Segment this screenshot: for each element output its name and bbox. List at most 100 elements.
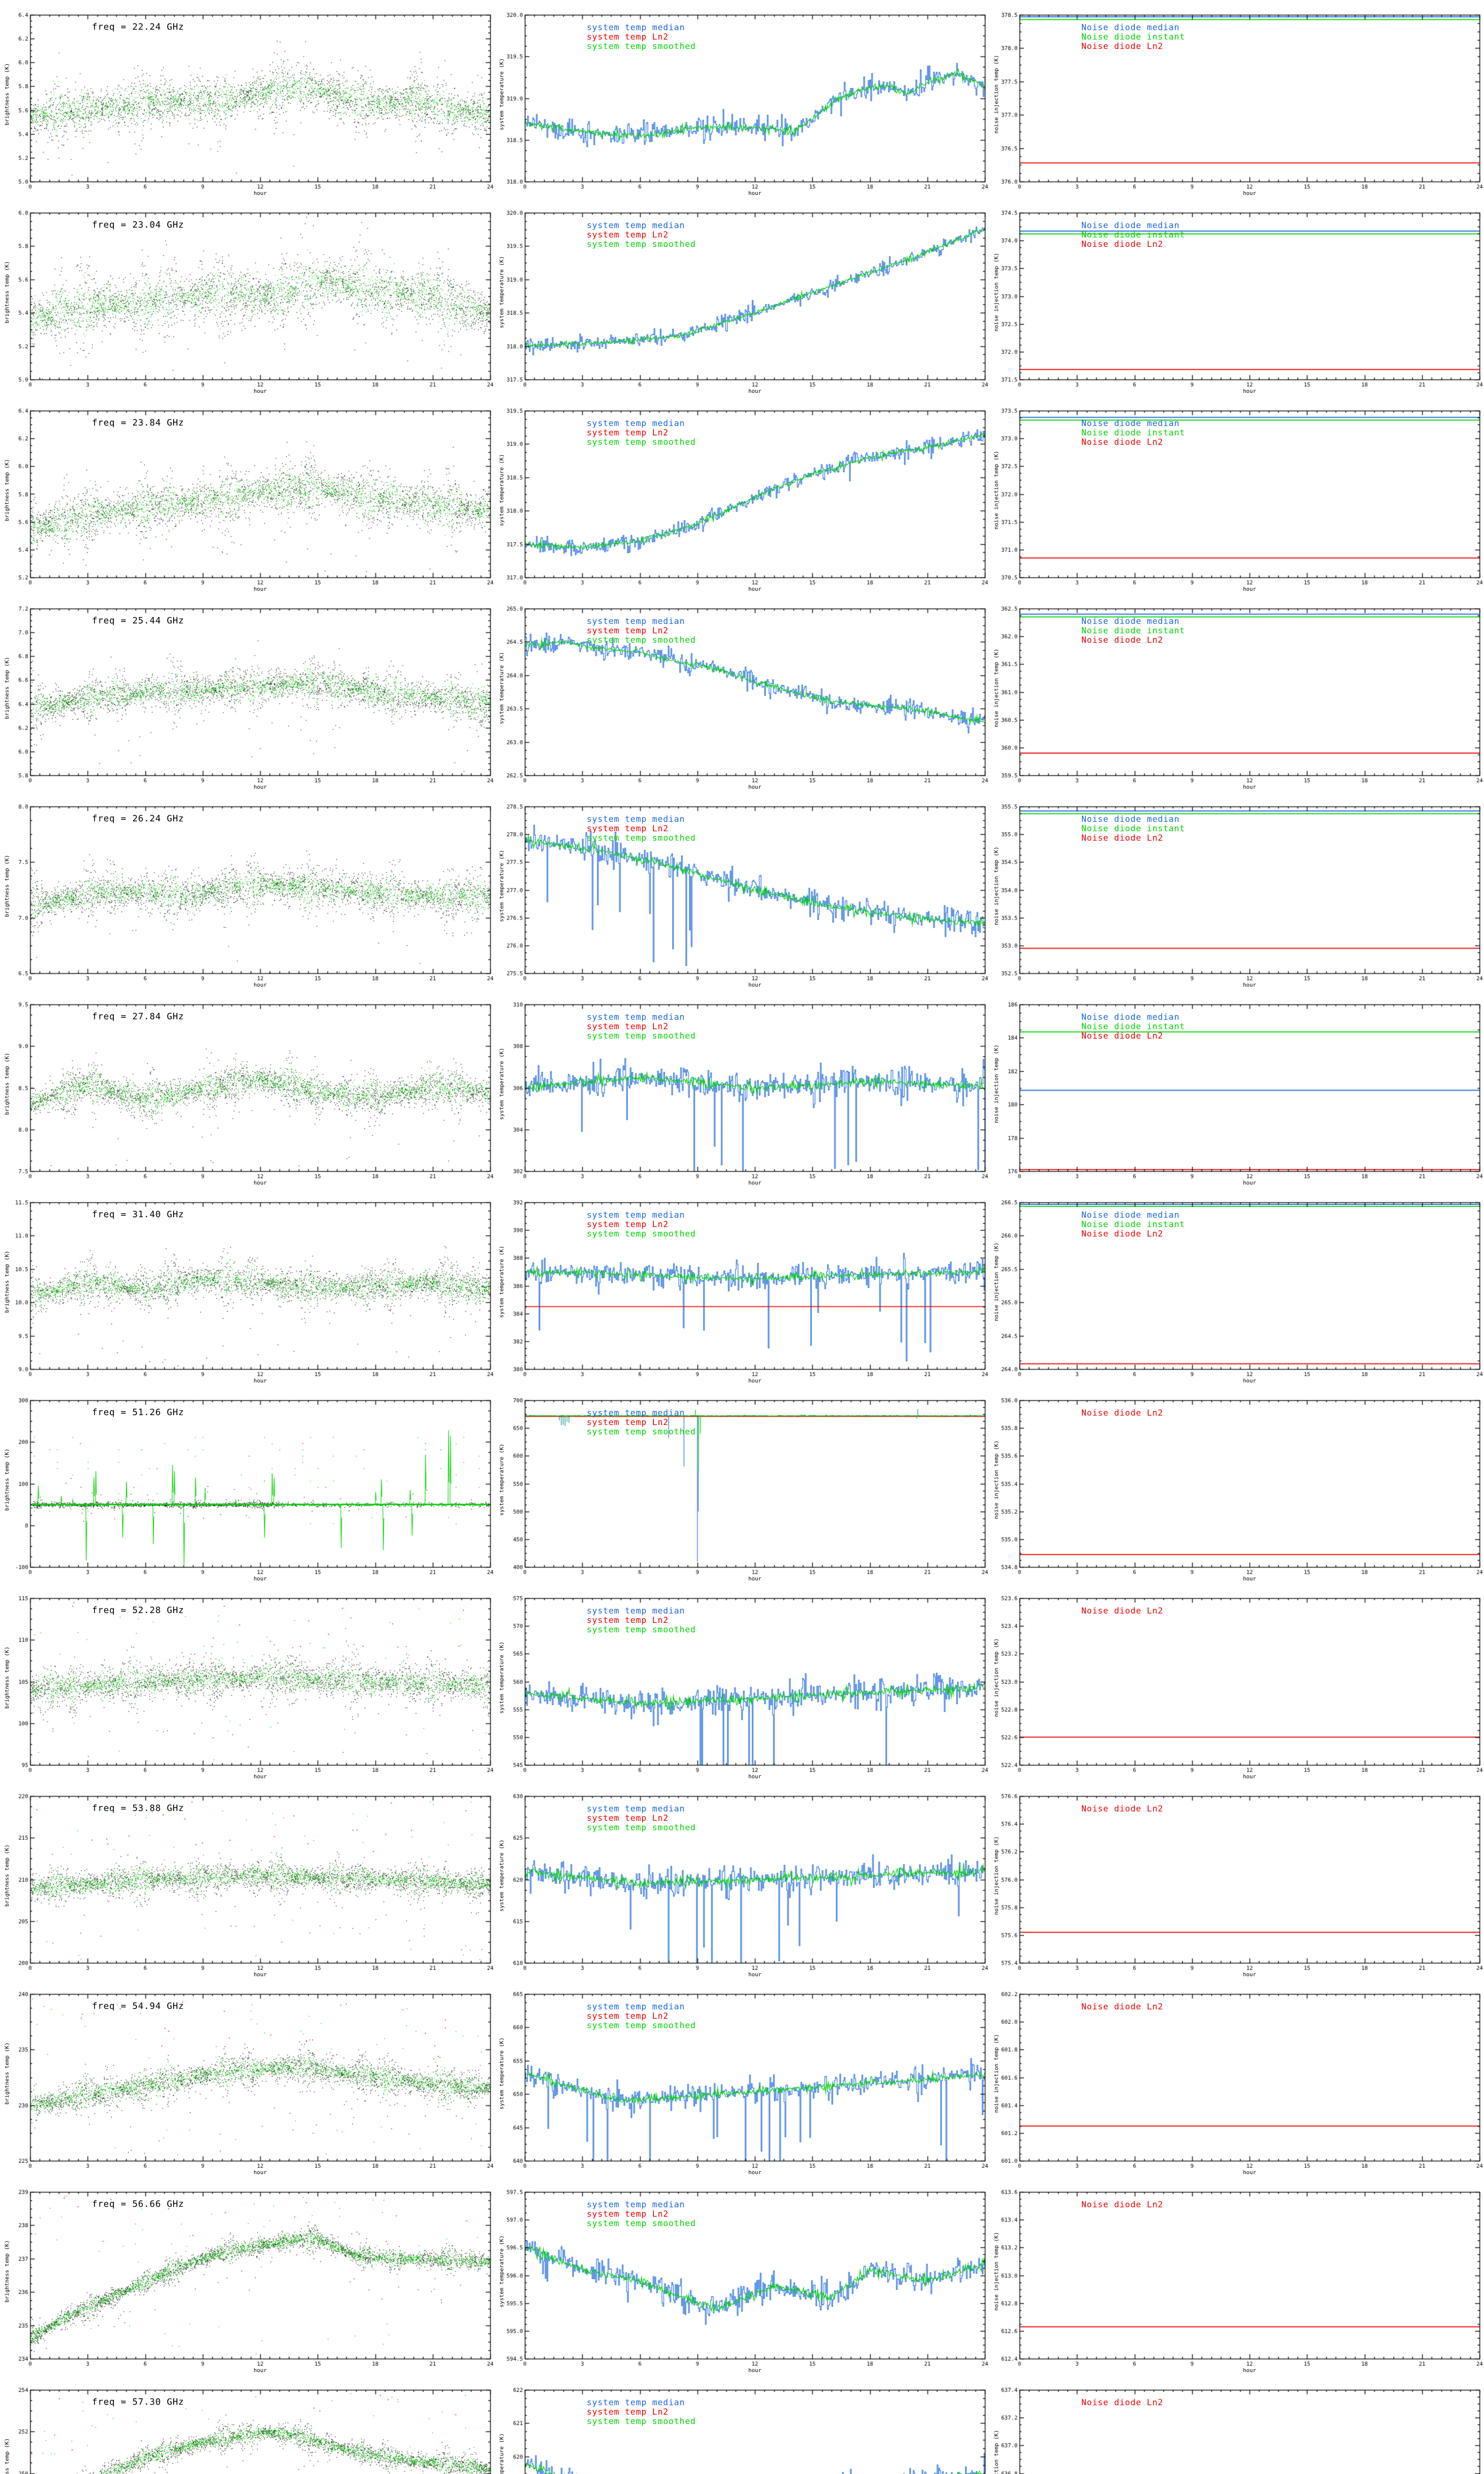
legend-entry-green: system temp smoothed xyxy=(587,2021,696,2031)
legend-entry-red: system temp Ln2 xyxy=(587,1022,669,1032)
plot-canvas-right xyxy=(989,990,1484,1188)
legend-entry-blue: system temp median xyxy=(587,221,685,231)
legend-entry-blue: system temp median xyxy=(587,1408,685,1418)
legend-entry-green: Noise diode instant xyxy=(1081,1220,1185,1230)
legend-entry-red: Noise diode Ln2 xyxy=(1081,437,1163,447)
x-axis-label: hour xyxy=(748,2169,762,2176)
y-axis-label: brightness temp (K) xyxy=(3,1250,10,1313)
y-axis-label: system temperature (K) xyxy=(498,1641,505,1714)
x-axis-label: hour xyxy=(253,1773,267,1780)
legend-entry-red: system temp Ln2 xyxy=(587,32,669,42)
plot-cell-row12-left: brightness temp (K) hour freq = 56.66 GHz xyxy=(0,2177,495,2375)
y-axis-label: brightness temp (K) xyxy=(3,2438,10,2474)
plot-canvas-left xyxy=(0,594,495,792)
legend-entry-red: system temp Ln2 xyxy=(587,1813,669,1823)
legend-entry-blue: system temp median xyxy=(587,1804,685,1814)
legend-entry-red: Noise diode Ln2 xyxy=(1081,635,1163,645)
plot-canvas-mid xyxy=(495,1385,989,1583)
y-axis-label: system temperature (K) xyxy=(498,454,505,526)
freq-label: freq = 52.28 GHz xyxy=(92,1605,185,1616)
legend-entry-blue: Noise diode median xyxy=(1081,23,1180,33)
plot-cell-row6-left: brightness temp (K) hour freq = 27.84 GHz xyxy=(0,990,495,1188)
plot-canvas-right xyxy=(989,0,1484,198)
y-axis-label: system temperature (K) xyxy=(498,652,505,724)
legend-entry-blue: Noise diode median xyxy=(1081,221,1180,231)
plot-canvas-mid xyxy=(495,1979,989,2177)
legend-entry-blue: system temp median xyxy=(587,1210,685,1220)
legend-entry-blue: Noise diode median xyxy=(1081,617,1180,626)
plot-canvas-left xyxy=(0,2177,495,2375)
freq-label: freq = 23.04 GHz xyxy=(92,220,185,230)
x-axis-label: hour xyxy=(253,2367,267,2374)
legend-entry-red: system temp Ln2 xyxy=(587,626,669,636)
plot-canvas-right xyxy=(989,1583,1484,1781)
plot-cell-row2-left: brightness temp (K) hour freq = 23.04 GHz xyxy=(0,198,495,396)
legend-entry-green: system temp smoothed xyxy=(587,437,696,447)
x-axis-label: hour xyxy=(1243,586,1256,592)
plot-canvas-mid xyxy=(495,2375,989,2474)
legend-entry-green: system temp smoothed xyxy=(587,1823,696,1833)
legend-entry-blue: system temp median xyxy=(587,419,685,428)
y-axis-label: noise injection temp (K) xyxy=(993,253,1000,332)
x-axis-label: hour xyxy=(1243,982,1256,988)
plot-cell-row1-mid: system temperature (K) hour system temp me… xyxy=(495,0,989,198)
legend-entry-red: Noise diode Ln2 xyxy=(1081,1031,1163,1041)
freq-label: freq = 54.94 GHz xyxy=(92,2001,185,2011)
legend-entry-green: system temp smoothed xyxy=(587,239,696,249)
plot-cell-row2-mid: system temperature (K) hour system temp me… xyxy=(495,198,989,396)
y-axis-label: brightness temp (K) xyxy=(3,855,10,917)
plot-cell-row2-right: noise injection temp (K) hour Noise diode … xyxy=(989,198,1484,396)
x-axis-label: hour xyxy=(748,2367,762,2374)
y-axis-label: noise injection temp (K) xyxy=(993,1242,1000,1321)
plot-canvas-right xyxy=(989,198,1484,396)
plot-cell-row3-left: brightness temp (K) hour freq = 23.84 GHz xyxy=(0,396,495,594)
legend-entry-red: Noise diode Ln2 xyxy=(1081,1606,1163,1616)
y-axis-label: brightness temp (K) xyxy=(3,1844,10,1907)
plot-cell-row11-mid: system temperature (K) hour system temp me… xyxy=(495,1979,989,2177)
plot-cell-row8-left: brightness temp (K) hour freq = 51.26 GHz xyxy=(0,1385,495,1583)
legend-entry-blue: Noise diode median xyxy=(1081,814,1180,824)
legend-entry-blue: system temp median xyxy=(587,2200,685,2210)
y-axis-label: noise injection temp (K) xyxy=(993,55,1000,134)
plot-canvas-left xyxy=(0,1583,495,1781)
legend-entry-green: Noise diode instant xyxy=(1081,32,1185,42)
x-axis-label: hour xyxy=(748,1971,762,1978)
freq-label: freq = 22.24 GHz xyxy=(92,22,185,32)
legend-entry-blue: system temp median xyxy=(587,1012,685,1022)
legend-entry-green: system temp smoothed xyxy=(587,1427,696,1437)
plot-canvas-right xyxy=(989,2177,1484,2375)
y-axis-label: brightness temp (K) xyxy=(3,1448,10,1511)
legend-entry-red: system temp Ln2 xyxy=(587,824,669,834)
plot-cell-row5-left: brightness temp (K) hour freq = 26.24 GHz xyxy=(0,792,495,990)
x-axis-label: hour xyxy=(253,586,267,592)
x-axis-label: hour xyxy=(1243,1773,1256,1780)
x-axis-label: hour xyxy=(1243,2169,1256,2176)
legend-entry-green: Noise diode instant xyxy=(1081,626,1185,636)
legend-entry-green: system temp smoothed xyxy=(587,2219,696,2229)
plot-cell-row12-right: noise injection temp (K) hour Noise diode … xyxy=(989,2177,1484,2375)
plot-canvas-right xyxy=(989,1781,1484,1979)
plot-cell-row5-right: noise injection temp (K) hour Noise diode … xyxy=(989,792,1484,990)
x-axis-label: hour xyxy=(748,586,762,592)
x-axis-label: hour xyxy=(253,784,267,790)
y-axis-label: system temperature (K) xyxy=(498,2037,505,2110)
y-axis-label: brightness temp (K) xyxy=(3,1646,10,1709)
freq-label: freq = 57.30 GHz xyxy=(92,2397,185,2407)
x-axis-label: hour xyxy=(1243,2367,1256,2374)
plot-canvas-mid xyxy=(495,1583,989,1781)
plot-cell-row8-mid: system temperature (K) hour system temp me… xyxy=(495,1385,989,1583)
plot-cell-row4-right: noise injection temp (K) hour Noise diode … xyxy=(989,594,1484,792)
y-axis-label: noise injection temp (K) xyxy=(993,1638,1000,1717)
y-axis-label: noise injection temp (K) xyxy=(993,2034,1000,2113)
y-axis-label: noise injection temp (K) xyxy=(993,649,1000,727)
plot-cell-row7-right: noise injection temp (K) hour Noise diode … xyxy=(989,1188,1484,1385)
y-axis-label: system temperature (K) xyxy=(498,58,505,131)
legend-entry-red: Noise diode Ln2 xyxy=(1081,2002,1163,2012)
plot-cell-row4-left: brightness temp (K) hour freq = 25.44 GHz xyxy=(0,594,495,792)
legend-entry-green: Noise diode instant xyxy=(1081,1022,1185,1032)
plot-cell-row9-mid: system temperature (K) hour system temp me… xyxy=(495,1583,989,1781)
x-axis-label: hour xyxy=(253,388,267,394)
x-axis-label: hour xyxy=(748,982,762,988)
